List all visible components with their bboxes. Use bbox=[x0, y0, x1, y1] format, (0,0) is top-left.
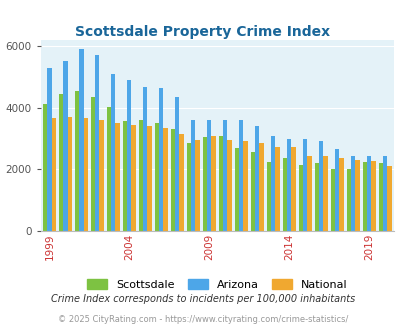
Bar bbox=[354, 160, 359, 231]
Bar bbox=[330, 169, 334, 231]
Bar bbox=[51, 118, 56, 231]
Bar bbox=[302, 139, 307, 231]
Bar bbox=[139, 120, 143, 231]
Bar bbox=[147, 126, 151, 231]
Bar bbox=[59, 94, 63, 231]
Bar bbox=[334, 149, 339, 231]
Bar bbox=[259, 143, 263, 231]
Bar bbox=[111, 75, 115, 231]
Bar bbox=[67, 117, 72, 231]
Bar bbox=[339, 158, 343, 231]
Bar bbox=[298, 165, 302, 231]
Text: © 2025 CityRating.com - https://www.cityrating.com/crime-statistics/: © 2025 CityRating.com - https://www.city… bbox=[58, 315, 347, 324]
Bar bbox=[191, 120, 195, 231]
Bar bbox=[386, 166, 390, 231]
Bar bbox=[171, 129, 175, 231]
Bar bbox=[63, 61, 67, 231]
Bar bbox=[234, 148, 239, 231]
Bar bbox=[143, 86, 147, 231]
Bar bbox=[107, 107, 111, 231]
Bar bbox=[275, 147, 279, 231]
Bar bbox=[123, 121, 127, 231]
Bar bbox=[159, 88, 163, 231]
Bar bbox=[377, 163, 382, 231]
Bar bbox=[322, 156, 327, 231]
Legend: Scottsdale, Arizona, National: Scottsdale, Arizona, National bbox=[87, 279, 347, 290]
Text: Scottsdale Property Crime Index: Scottsdale Property Crime Index bbox=[75, 25, 330, 39]
Bar bbox=[346, 169, 350, 231]
Bar bbox=[266, 162, 270, 231]
Bar bbox=[286, 139, 290, 231]
Bar bbox=[290, 147, 295, 231]
Bar bbox=[318, 142, 322, 231]
Bar bbox=[131, 125, 135, 231]
Bar bbox=[195, 140, 199, 231]
Bar bbox=[366, 156, 370, 231]
Text: Crime Index corresponds to incidents per 100,000 inhabitants: Crime Index corresponds to incidents per… bbox=[51, 294, 354, 304]
Bar bbox=[43, 104, 47, 231]
Bar bbox=[207, 120, 211, 231]
Bar bbox=[163, 128, 167, 231]
Bar bbox=[222, 120, 227, 231]
Bar bbox=[243, 142, 247, 231]
Bar bbox=[127, 80, 131, 231]
Bar bbox=[307, 156, 311, 231]
Bar bbox=[175, 97, 179, 231]
Bar bbox=[227, 140, 231, 231]
Bar bbox=[250, 152, 254, 231]
Bar bbox=[75, 90, 79, 231]
Bar bbox=[254, 126, 259, 231]
Bar bbox=[83, 118, 87, 231]
Bar bbox=[314, 163, 318, 231]
Bar bbox=[154, 123, 159, 231]
Bar bbox=[95, 55, 99, 231]
Bar bbox=[99, 120, 104, 231]
Bar bbox=[79, 50, 83, 231]
Bar bbox=[211, 136, 215, 231]
Bar bbox=[239, 120, 243, 231]
Bar bbox=[91, 97, 95, 231]
Bar bbox=[186, 143, 191, 231]
Bar bbox=[362, 162, 366, 231]
Bar bbox=[202, 137, 207, 231]
Bar bbox=[47, 68, 51, 231]
Bar bbox=[270, 136, 275, 231]
Bar bbox=[370, 161, 375, 231]
Bar bbox=[282, 158, 286, 231]
Bar bbox=[218, 136, 222, 231]
Bar bbox=[382, 156, 386, 231]
Bar bbox=[350, 156, 354, 231]
Bar bbox=[179, 134, 183, 231]
Bar bbox=[115, 123, 119, 231]
